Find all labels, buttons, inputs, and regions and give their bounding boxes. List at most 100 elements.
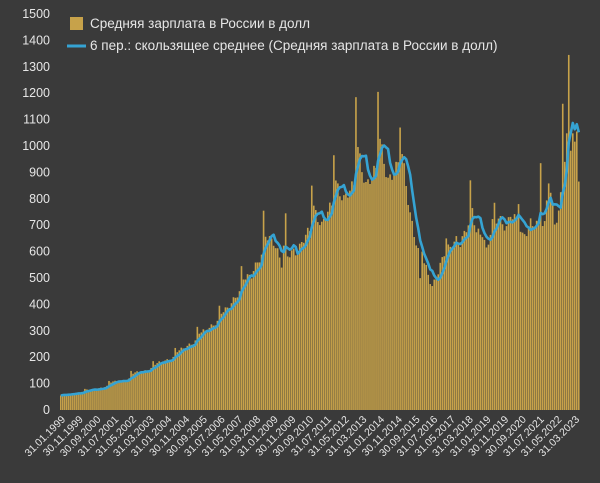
bar xyxy=(451,248,454,410)
bar xyxy=(314,210,317,410)
bar xyxy=(331,205,333,410)
bar xyxy=(463,230,466,410)
bar xyxy=(349,190,351,410)
bar xyxy=(433,279,436,410)
bar xyxy=(280,267,283,410)
bar xyxy=(140,372,142,410)
bar xyxy=(86,389,88,410)
bar xyxy=(132,373,134,410)
bar xyxy=(479,234,482,410)
bar xyxy=(310,185,313,410)
bar xyxy=(383,163,385,410)
bar xyxy=(441,257,444,410)
bar xyxy=(294,255,297,410)
bar xyxy=(559,192,562,410)
y-tick-label: 200 xyxy=(29,350,50,364)
bar xyxy=(204,330,207,410)
bar xyxy=(238,291,241,410)
y-tick-label: 1000 xyxy=(22,139,50,153)
bar xyxy=(323,219,325,410)
bar xyxy=(521,232,524,410)
bar xyxy=(495,223,498,410)
bar xyxy=(565,133,568,411)
bar xyxy=(212,325,215,410)
bar xyxy=(393,174,395,410)
bar xyxy=(60,395,62,410)
bar xyxy=(417,248,419,410)
bar xyxy=(505,226,508,410)
bar xyxy=(477,228,480,410)
bar xyxy=(116,381,118,410)
bar xyxy=(425,264,428,410)
bar xyxy=(557,210,560,410)
bar xyxy=(228,309,231,410)
bar xyxy=(96,389,98,410)
bar xyxy=(206,332,209,410)
bar xyxy=(443,256,446,410)
bar xyxy=(449,246,452,410)
bar xyxy=(413,237,415,410)
y-tick-label: 1100 xyxy=(23,113,50,127)
bar xyxy=(102,387,104,410)
bar xyxy=(457,244,460,410)
bar xyxy=(298,243,301,410)
bar xyxy=(539,163,542,410)
bar xyxy=(473,225,476,410)
bar xyxy=(172,356,175,410)
bar xyxy=(471,208,474,410)
bar xyxy=(306,227,309,410)
bar xyxy=(142,370,144,410)
bar xyxy=(491,219,494,410)
bar xyxy=(286,256,289,410)
bar xyxy=(361,172,363,410)
bar xyxy=(419,278,421,410)
bar xyxy=(347,197,349,410)
bar xyxy=(242,279,245,410)
bar xyxy=(381,144,383,410)
bar xyxy=(493,202,496,410)
bars-layer xyxy=(60,54,580,411)
bar xyxy=(196,326,199,410)
y-tick-label: 400 xyxy=(29,297,50,311)
bar xyxy=(487,244,490,410)
bar xyxy=(501,224,504,410)
bar xyxy=(240,266,243,410)
bar xyxy=(100,387,102,410)
y-axis: 0 100 200 300 400 500 600 700 800 900 1000 1100 1200… xyxy=(22,7,50,417)
bar xyxy=(222,312,225,410)
bar xyxy=(232,297,235,410)
bar xyxy=(343,195,345,410)
bar xyxy=(399,127,401,411)
bar xyxy=(335,180,337,410)
bar xyxy=(391,179,393,410)
bar xyxy=(489,234,492,410)
bar xyxy=(210,324,213,410)
bar xyxy=(128,378,130,410)
bar xyxy=(535,220,538,410)
legend-bar-swatch xyxy=(70,17,83,30)
bar xyxy=(351,181,353,410)
bar xyxy=(561,103,564,410)
bar xyxy=(405,186,407,410)
legend-line-label: 6 пер.: скользящее среднее (Средняя зарп… xyxy=(90,38,498,53)
bar xyxy=(192,344,195,410)
bar xyxy=(407,204,409,410)
bar xyxy=(515,218,518,410)
bar xyxy=(236,297,239,410)
bar xyxy=(527,226,530,410)
bar xyxy=(98,388,100,410)
bar xyxy=(319,225,321,410)
y-tick-label: 1500 xyxy=(22,7,50,21)
bar xyxy=(64,394,66,410)
bar xyxy=(182,348,185,410)
bar xyxy=(284,213,287,410)
bar xyxy=(439,262,442,410)
bar xyxy=(531,226,534,410)
bar xyxy=(445,238,448,410)
bar xyxy=(355,97,357,410)
bar xyxy=(325,220,327,410)
bar xyxy=(577,181,580,410)
bar xyxy=(146,371,148,410)
bar xyxy=(200,332,203,410)
bar xyxy=(180,347,183,410)
